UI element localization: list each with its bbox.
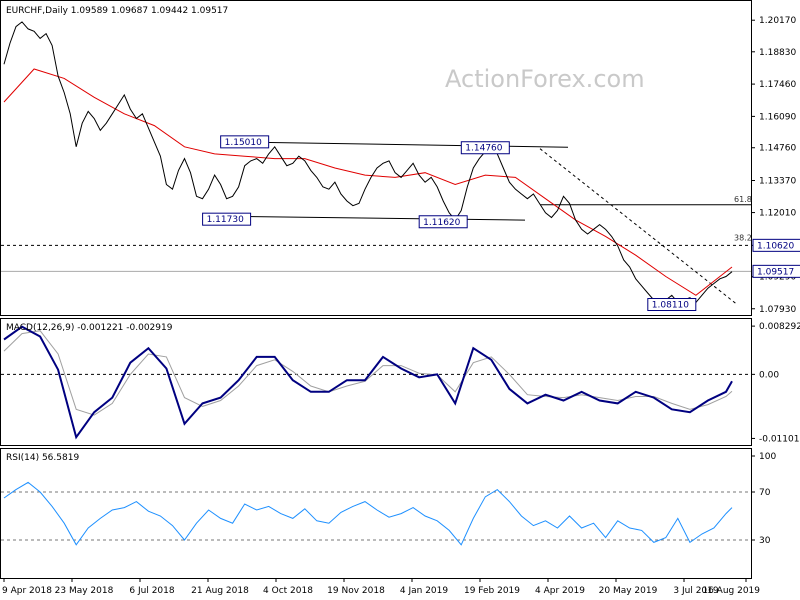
rsi-panel bbox=[0, 448, 752, 579]
level-label-5: 1.10620 bbox=[757, 241, 794, 251]
level-box-4 bbox=[647, 298, 697, 312]
x-tick-label-1: 23 May 2018 bbox=[55, 586, 114, 596]
rsi-y-tick-label-1: 70 bbox=[759, 488, 771, 498]
macd-signal-line bbox=[3, 330, 733, 416]
x-tick-label-5: 19 Nov 2018 bbox=[327, 586, 385, 596]
x-tick-label-0: 9 Apr 2018 bbox=[2, 586, 52, 596]
x-tick-label-6: 4 Jan 2019 bbox=[400, 586, 448, 596]
rsi-plot: 100 70 30 bbox=[1, 452, 776, 546]
level-label-2: 1.11730 bbox=[207, 215, 244, 225]
level-label-3: 1.11620 bbox=[423, 218, 460, 228]
x-tick-label-4: 4 Oct 2018 bbox=[263, 586, 313, 596]
trend-line-1 bbox=[214, 215, 526, 221]
rsi-title: RSI(14) 56.5819 bbox=[6, 453, 79, 463]
price-plot: 1.20170 1.18830 1.17460 1.16090 1.14760 1.133… bbox=[1, 16, 800, 315]
x-tick-label-8: 4 Apr 2019 bbox=[535, 586, 585, 596]
fib-label-1: 38.2 bbox=[734, 234, 752, 243]
fib-label-0: 61.8 bbox=[734, 195, 752, 204]
x-axis: 9 Apr 2018 23 May 2018 6 Jul 2018 21 Aug 20… bbox=[2, 578, 760, 596]
level-box-3 bbox=[418, 215, 468, 229]
level-box-0 bbox=[220, 135, 270, 149]
price-y-tick-label-2: 1.17460 bbox=[759, 80, 796, 90]
price-y-tick-label-9: 1.07930 bbox=[759, 305, 796, 315]
price-y-tick-label-6: 1.12010 bbox=[759, 209, 796, 219]
price-title: EURCHF,Daily 1.09589 1.09687 1.09442 1.0… bbox=[6, 6, 228, 16]
level-label-0: 1.15010 bbox=[225, 138, 262, 148]
macd-y-tick-label-2: -0.011015 bbox=[759, 434, 800, 444]
price-panel bbox=[0, 0, 752, 316]
price-y-tick-label-1: 1.18830 bbox=[759, 48, 796, 58]
level-box-6 bbox=[752, 264, 800, 278]
level-box-5 bbox=[752, 238, 800, 252]
macd-title: MACD(12,26,9) -0.001221 -0.002919 bbox=[6, 323, 173, 333]
level-label-4: 1.08110 bbox=[652, 301, 689, 311]
level-box-1 bbox=[460, 141, 510, 155]
moving-average-line bbox=[3, 68, 733, 296]
x-tick-label-11: 16 Aug 2019 bbox=[702, 586, 760, 596]
watermark: ActionForex.com bbox=[445, 65, 645, 93]
rsi-y-tick-label-2: 30 bbox=[759, 536, 771, 546]
x-tick-label-7: 19 Feb 2019 bbox=[464, 586, 520, 596]
level-label-6: 1.09517 bbox=[757, 267, 794, 277]
rsi-y-tick-label-0: 100 bbox=[759, 452, 776, 462]
macd-plot: 0.008292 0.00 -0.011015 bbox=[1, 322, 800, 444]
x-tick-label-9: 20 May 2019 bbox=[599, 586, 658, 596]
macd-y-tick-label-0: 0.008292 bbox=[759, 322, 800, 332]
x-tick-label-3: 21 Aug 2018 bbox=[191, 586, 249, 596]
price-y-tick-label-3: 1.16090 bbox=[759, 112, 796, 122]
price-y-tick-label-4: 1.14760 bbox=[759, 144, 796, 154]
macd-line bbox=[3, 325, 733, 440]
x-tick-label-2: 6 Jul 2018 bbox=[129, 586, 174, 596]
price-close-line bbox=[3, 21, 733, 306]
price-y-tick-label-5: 1.13370 bbox=[759, 177, 796, 187]
rsi-line bbox=[3, 481, 733, 546]
level-label-1: 1.14760 bbox=[465, 144, 502, 154]
price-y-tick-label-0: 1.20170 bbox=[759, 16, 796, 26]
trend-line-0 bbox=[229, 141, 569, 148]
macd-panel bbox=[0, 318, 752, 446]
macd-y-tick-label-1: 0.00 bbox=[759, 370, 779, 380]
x-tick-label-10: 3 Jul 2019 bbox=[673, 586, 718, 596]
level-box-2 bbox=[202, 212, 252, 226]
